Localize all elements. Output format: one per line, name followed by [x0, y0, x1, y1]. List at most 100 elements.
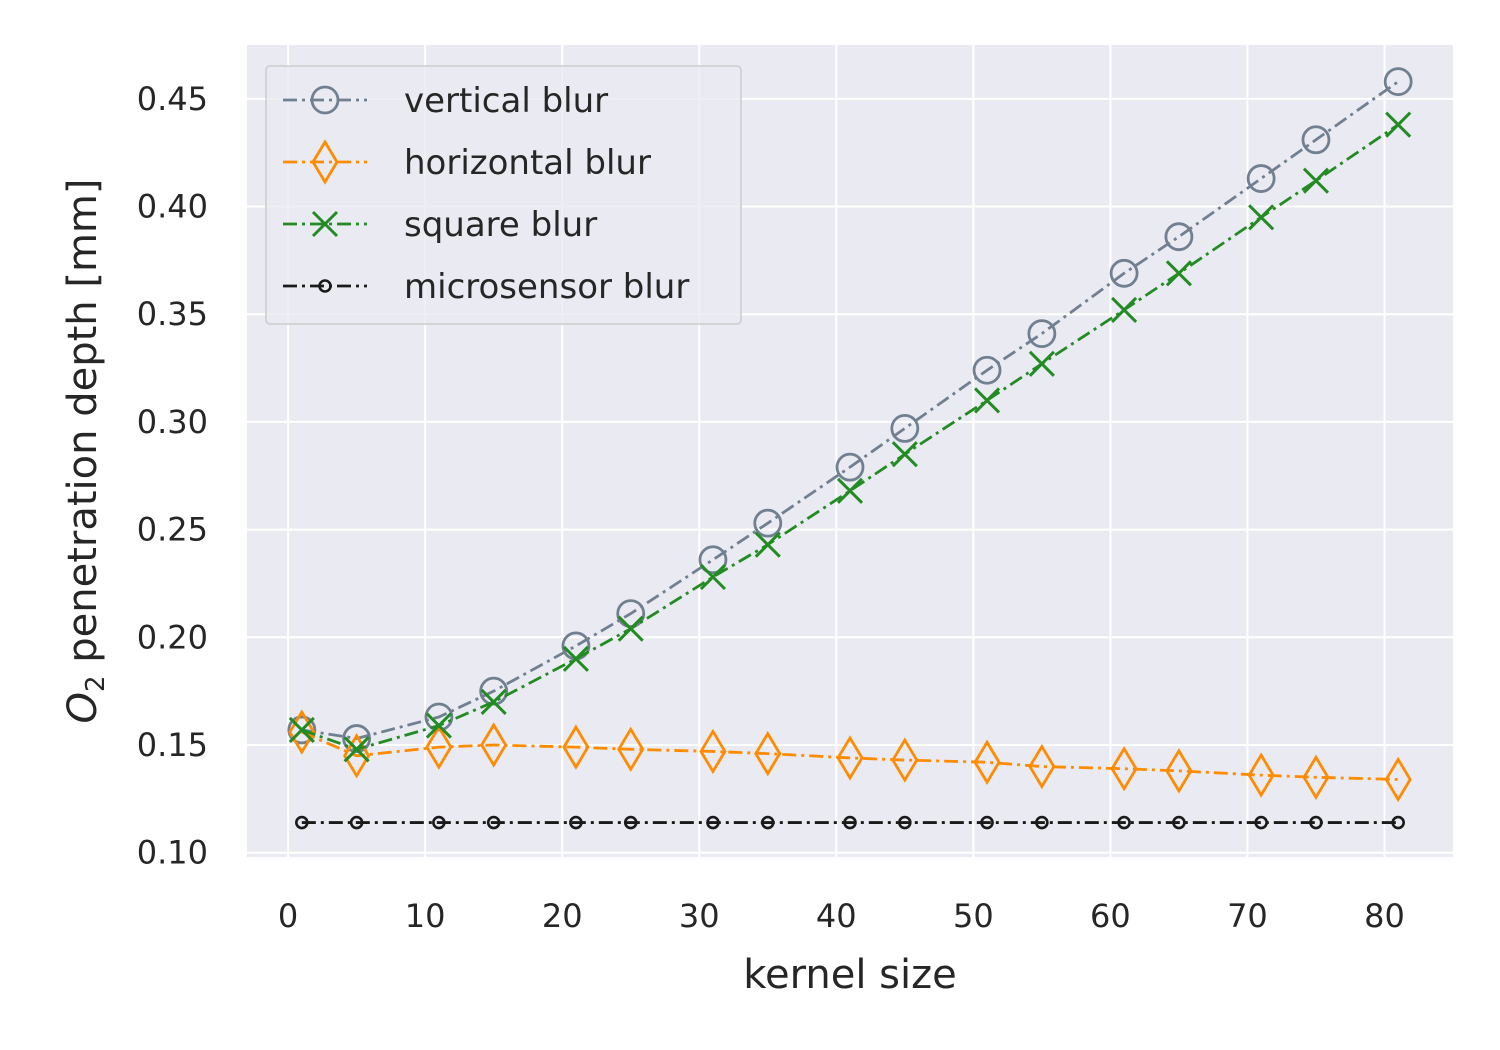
data-point-marker — [1109, 258, 1139, 288]
legend-label: microsensor blur — [404, 267, 689, 307]
data-point-marker — [754, 730, 782, 777]
legend-label: vertical blur — [404, 81, 608, 121]
data-point-marker — [891, 737, 919, 783]
x-axis-title: kernel size — [743, 952, 956, 998]
y-axis-ticks: 0.10 0.15 0.20 0.25 0.30 0.35 0.40 0.45 — [137, 80, 208, 872]
data-point-marker — [1309, 815, 1323, 830]
data-point-marker — [617, 726, 645, 773]
series-layer — [287, 67, 1413, 830]
data-point-marker — [753, 508, 783, 538]
legend: vertical blur horizontal blur square blur m… — [265, 65, 742, 325]
data-point-marker — [424, 702, 454, 732]
data-point-marker — [1391, 815, 1405, 830]
data-point-marker — [1165, 260, 1192, 287]
data-point-marker — [972, 355, 1002, 385]
data-point-marker — [1384, 756, 1412, 803]
y-tick-label: 0.10 — [137, 834, 208, 872]
data-point-marker — [699, 728, 727, 775]
x-tick-label: 20 — [542, 897, 583, 935]
data-point-marker — [836, 735, 864, 781]
data-point-marker — [562, 724, 590, 770]
data-point-marker — [973, 739, 1001, 785]
data-point-marker — [898, 815, 912, 830]
data-point-marker — [287, 715, 317, 745]
data-point-marker — [1302, 167, 1330, 194]
data-point-marker — [480, 722, 508, 768]
legend-box — [265, 65, 742, 325]
legend-item: horizontal blur — [283, 139, 651, 185]
data-point-marker — [1110, 745, 1138, 792]
data-point-marker — [342, 724, 372, 753]
x-axis-ticks: 0 10 20 30 40 50 60 70 80 — [278, 897, 1405, 935]
y-axis-title-o: O — [60, 692, 106, 723]
data-point-marker — [288, 716, 315, 743]
x-tick-label: 60 — [1090, 897, 1131, 935]
data-point-marker — [698, 545, 728, 575]
data-point-marker — [754, 531, 781, 558]
data-point-marker — [349, 815, 364, 830]
data-point-marker — [623, 815, 638, 830]
data-point-marker — [1247, 752, 1275, 798]
series-vertical-blur — [287, 67, 1413, 753]
data-point-marker — [1035, 815, 1049, 830]
data-point-marker — [699, 563, 727, 591]
data-point-marker — [1165, 748, 1193, 794]
legend-item: microsensor blur — [283, 267, 689, 307]
data-point-marker — [843, 815, 857, 830]
series-microsensor-blur — [295, 815, 1405, 830]
data-point-marker — [1248, 204, 1275, 231]
data-point-marker — [835, 452, 865, 482]
y-tick-label: 0.45 — [137, 80, 208, 118]
data-point-marker — [1028, 350, 1055, 377]
data-point-marker — [1246, 164, 1276, 193]
data-point-marker — [343, 736, 370, 763]
data-point-marker — [1117, 815, 1131, 830]
data-point-marker — [1385, 111, 1412, 138]
x-tick-label: 50 — [953, 897, 994, 935]
series-line — [301, 80, 1399, 740]
y-tick-label: 0.40 — [137, 188, 208, 226]
data-point-marker — [1301, 125, 1331, 155]
data-point-marker — [973, 387, 1001, 414]
data-point-marker — [1027, 319, 1057, 349]
data-point-marker — [706, 815, 720, 830]
data-point-marker — [1172, 815, 1186, 830]
data-point-marker — [836, 477, 864, 504]
legend-marker — [311, 210, 339, 238]
legend-item: vertical blur — [283, 81, 608, 121]
x-tick-label: 10 — [405, 897, 446, 935]
y-tick-label: 0.25 — [137, 511, 208, 549]
legend-label: square blur — [404, 205, 597, 245]
y-axis-title-rest: penetration depth [mm] — [60, 179, 106, 676]
data-point-marker — [890, 413, 920, 443]
x-tick-label: 40 — [816, 897, 857, 935]
data-point-marker — [1383, 67, 1413, 97]
data-point-marker — [562, 645, 589, 672]
data-point-marker — [343, 733, 371, 779]
data-point-marker — [617, 615, 644, 642]
data-point-marker — [479, 676, 509, 706]
data-point-marker — [288, 709, 316, 755]
legend-marker — [311, 139, 339, 185]
legend-label: horizontal blur — [404, 143, 651, 183]
y-axis-title: O2 penetration depth [mm] — [60, 179, 111, 724]
legend-marker — [318, 279, 332, 293]
data-point-marker — [569, 815, 583, 830]
data-point-marker — [425, 724, 453, 770]
data-point-marker — [1254, 815, 1268, 830]
y-axis-title-subscript: 2 — [81, 675, 111, 692]
data-point-marker — [295, 815, 309, 830]
data-point-marker — [891, 441, 918, 468]
x-tick-label: 30 — [679, 897, 720, 935]
data-point-marker — [486, 815, 501, 830]
x-tick-label: 0 — [278, 897, 298, 935]
series-horizontal-blur — [288, 709, 1412, 803]
legend-item: square blur — [283, 205, 597, 245]
x-tick-label: 80 — [1364, 897, 1405, 935]
data-point-marker — [425, 712, 452, 739]
y-tick-label: 0.20 — [137, 618, 208, 656]
legend-marker — [310, 85, 340, 115]
data-point-marker — [432, 815, 446, 830]
data-point-marker — [480, 688, 507, 715]
